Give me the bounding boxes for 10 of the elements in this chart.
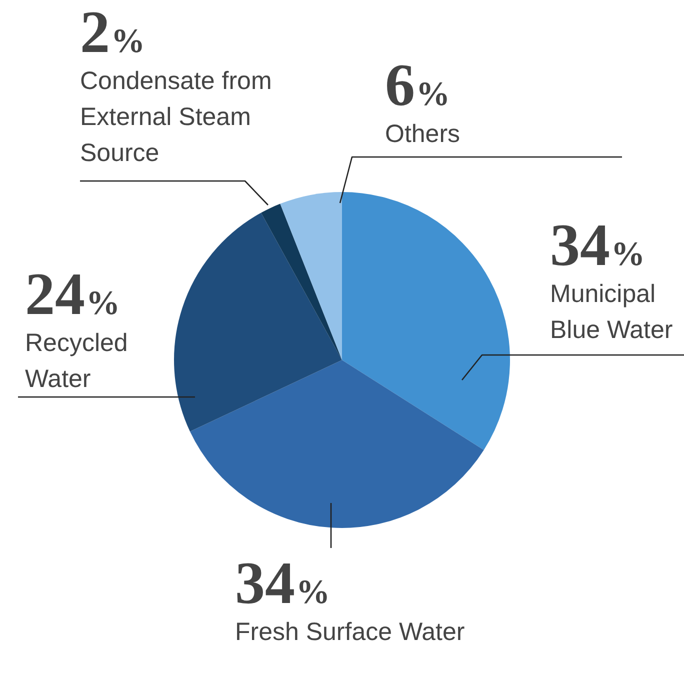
data-label: 6%: [385, 52, 450, 118]
slice-label: Others: [385, 120, 460, 148]
slice-label: Fresh Surface Water: [235, 618, 465, 646]
slice-label: Condensate from External Steam Source: [80, 67, 272, 167]
slice-label: Recycled Water: [25, 329, 128, 393]
data-label: 34%: [550, 212, 645, 278]
data-label: 24%: [25, 261, 120, 327]
slice-label: Municipal Blue Water: [550, 280, 673, 344]
data-label: 2%: [80, 0, 145, 65]
data-label: 34%: [235, 550, 330, 616]
